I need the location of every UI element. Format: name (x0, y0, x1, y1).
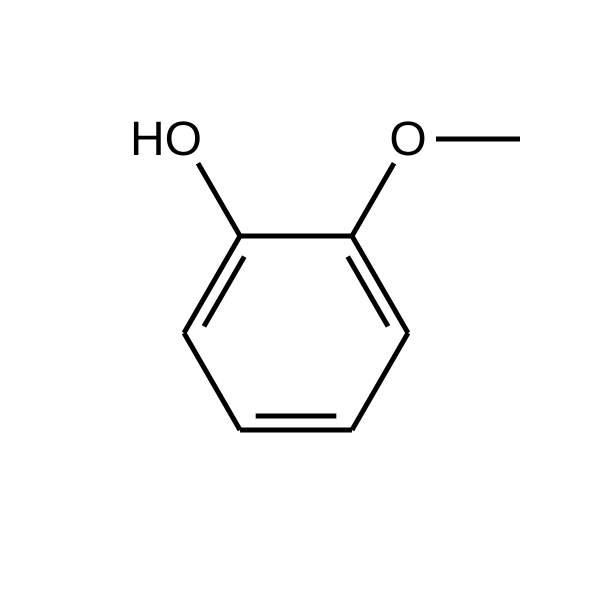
atom-label: HO (130, 113, 202, 166)
bond-line (184, 236, 240, 333)
molecule-diagram: HO O (0, 0, 600, 600)
bond-line (184, 333, 240, 430)
bond-line (198, 163, 240, 236)
bond-line (352, 333, 408, 430)
atom-label: O (389, 113, 426, 166)
bond-line (352, 163, 394, 236)
bond-line (352, 236, 408, 333)
